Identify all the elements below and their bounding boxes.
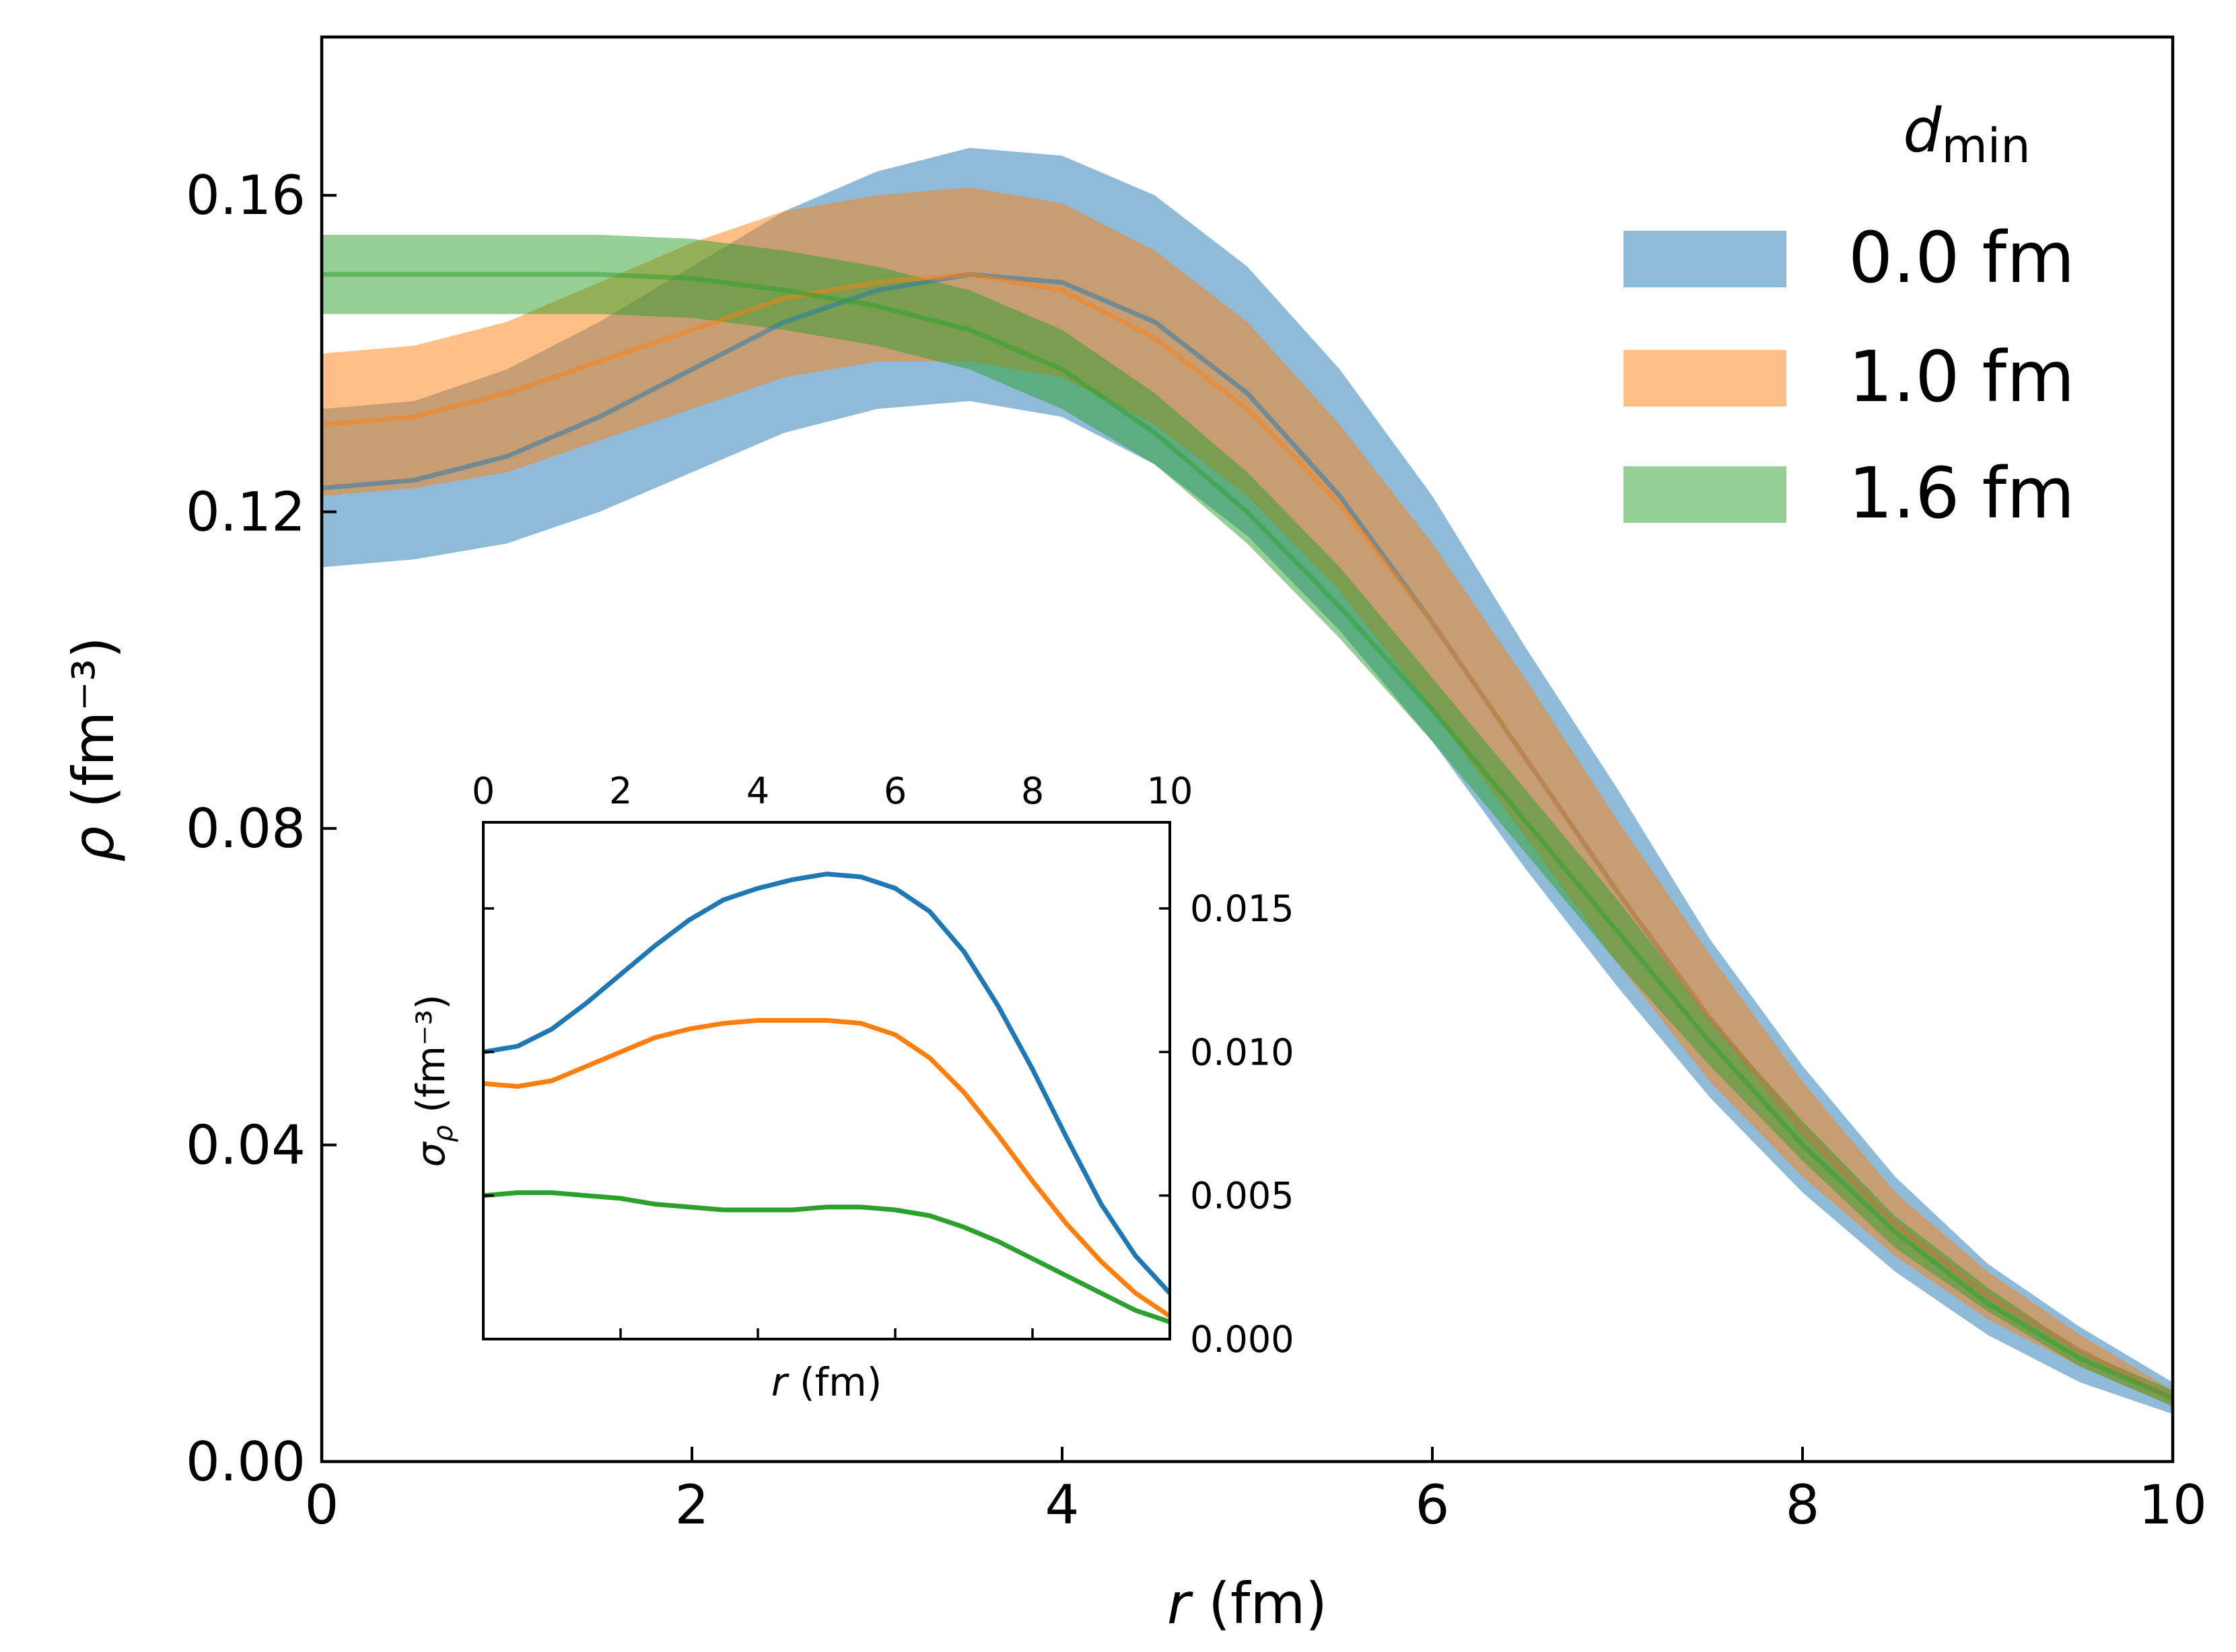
- inset-y-tick-label: 0.000: [1190, 1318, 1294, 1361]
- inset-y-axis-label: σρ (fm⁻³): [408, 995, 459, 1168]
- inset-line-series-2: [483, 1190, 1171, 1324]
- main-y-tick-label: 0.00: [186, 1431, 306, 1493]
- inset-line-series-1: [483, 1017, 1171, 1318]
- main-x-tick-label: 10: [2138, 1474, 2207, 1536]
- legend-label-2: 1.6 fm: [1848, 452, 2074, 534]
- inset-ticks: 0 2 4 6 8 10 0.000 0.005 0.010 0.015: [472, 770, 1294, 1361]
- legend-label-0: 0.0 fm: [1848, 217, 2074, 299]
- main-lines: [321, 272, 2174, 1401]
- inset-x-tick-label: 2: [609, 770, 632, 812]
- main-x-axis-label: r (fm): [1167, 1571, 1327, 1637]
- band-series-0: [322, 147, 2173, 1414]
- main-y-tick-label: 0.08: [186, 797, 306, 860]
- inset-plot-frame: [482, 821, 1171, 1340]
- main-plot: 0 2 4 6 8 10 0.00 0.04 0.08 0.12 0.16 r (fm) ρ (fm…: [61, 35, 2207, 1637]
- main-ticks: 0 2 4 6 8 10 0.00 0.04 0.08 0.12 0.16: [186, 164, 2207, 1536]
- line-series-1: [321, 272, 2174, 1401]
- main-y-tick-label: 0.16: [186, 164, 306, 227]
- legend-items: 0.0 fm 1.0 fm 1.6 fm: [1623, 217, 2074, 534]
- inset-x-tick-label: 6: [884, 770, 907, 812]
- legend-swatch-0: [1623, 231, 1786, 287]
- band-series-2: [322, 235, 2173, 1406]
- main-x-tick-label: 0: [305, 1474, 339, 1536]
- inset-y-tick-label: 0.015: [1190, 888, 1294, 930]
- legend-title: dmin: [1903, 96, 2030, 174]
- main-x-tick-label: 8: [1786, 1474, 1820, 1536]
- legend-swatch-1: [1623, 350, 1786, 406]
- inset-x-tick-label: 0: [472, 770, 495, 812]
- legend-label-1: 1.0 fm: [1848, 336, 2074, 418]
- inset-lines: [483, 871, 1172, 1324]
- band-series-1: [322, 187, 2173, 1406]
- inset-x-tick-label: 10: [1147, 770, 1193, 812]
- main-x-tick-label: 4: [1045, 1474, 1080, 1536]
- inset-background: [483, 822, 1170, 1339]
- main-x-tick-label: 6: [1416, 1474, 1450, 1536]
- legend: dmin 0.0 fm 1.0 fm 1.6 fm: [1623, 96, 2074, 534]
- inset-y-tick-label: 0.005: [1190, 1175, 1294, 1217]
- main-bands: [322, 147, 2173, 1414]
- inset-x-tick-label: 8: [1021, 770, 1044, 812]
- line-series-2: [322, 272, 2174, 1401]
- inset-line-series-0: [483, 871, 1172, 1295]
- main-y-tick-label: 0.12: [186, 481, 306, 544]
- main-plot-frame: [320, 35, 2175, 1464]
- inset-plot: 0 2 4 6 8 10 0.000 0.005 0.010 0.015 r (fm) σρ (f…: [408, 770, 1294, 1405]
- main-y-tick-label: 0.04: [186, 1114, 306, 1177]
- main-y-axis-label: ρ (fm⁻³): [61, 637, 127, 862]
- legend-swatch-2: [1623, 466, 1786, 523]
- inset-y-tick-label: 0.010: [1190, 1031, 1294, 1073]
- main-x-tick-label: 2: [675, 1474, 709, 1536]
- inset-x-tick-label: 4: [746, 770, 769, 812]
- inset-x-axis-label: r (fm): [771, 1359, 882, 1405]
